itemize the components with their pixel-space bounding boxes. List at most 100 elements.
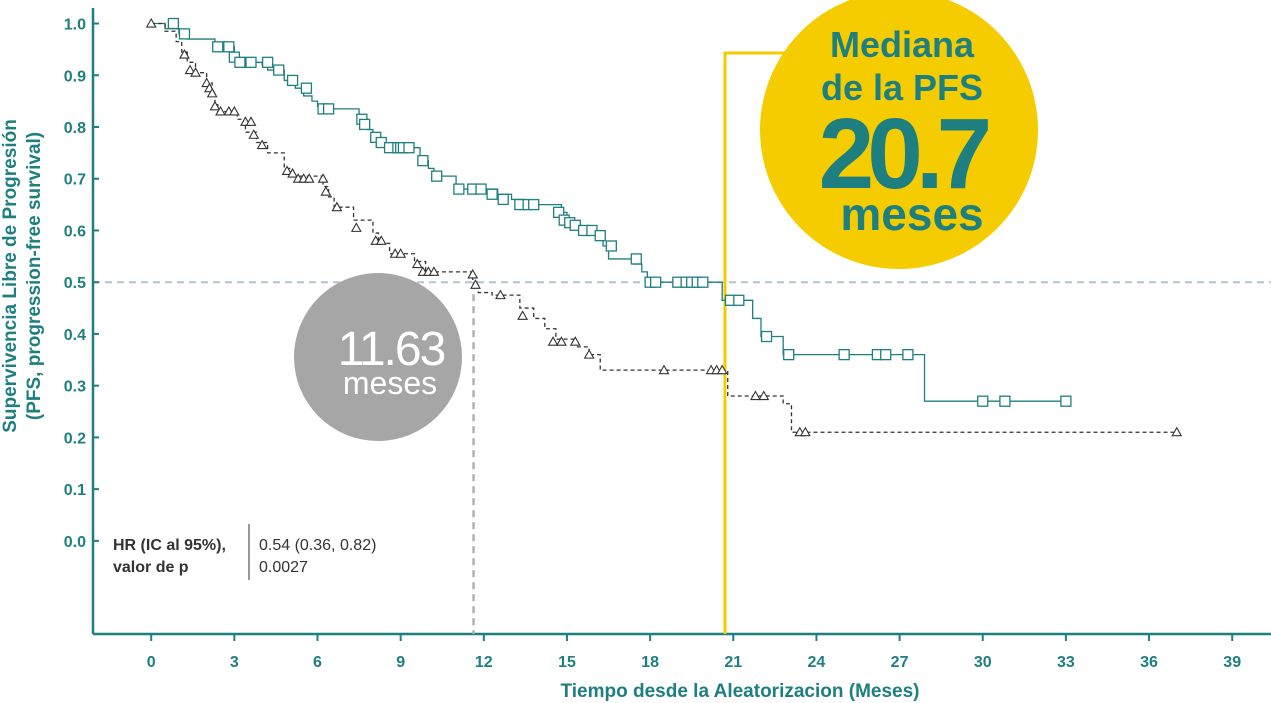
x-tick-label: 33 (1057, 654, 1075, 671)
censor-marker (350, 222, 362, 232)
hr-label-line2: valor de p (113, 559, 189, 576)
hr-value-line1: 0.54 (0.36, 0.82) (259, 537, 376, 554)
y-tick-label: 0.2 (64, 430, 86, 447)
censor-marker (555, 336, 567, 346)
x-tick-label: 6 (313, 654, 322, 671)
censor-marker (228, 105, 240, 116)
censor-marker (594, 229, 606, 242)
censor-marker (758, 390, 770, 401)
y-tick-label: 0.3 (64, 379, 86, 396)
x-tick-label: 18 (641, 654, 659, 671)
censor-marker (287, 167, 299, 178)
censor-marker (583, 349, 595, 359)
x-tick-label: 15 (558, 654, 576, 671)
censor-marker (783, 348, 795, 361)
y-axis-ticks: 1.0 0.9 0.8 0.7 0.6 0.5 0.4 0.3 0.2 0.1 0.0 (64, 17, 99, 551)
censor-marker (902, 348, 914, 361)
censor-marker (245, 56, 257, 68)
censor-marker (223, 41, 235, 53)
series-line (151, 22, 1177, 433)
censor-marker (838, 348, 850, 361)
treatment-median-line (723, 51, 805, 634)
censor-marker (733, 294, 745, 306)
censor-marker (320, 186, 332, 196)
y-tick-label: 1.0 (64, 17, 86, 34)
x-tick-label: 39 (1223, 654, 1241, 671)
censor-marker (167, 17, 180, 30)
hazard-ratio-box: HR (IC al 95%), valor de p 0.54 (0.36, 0… (113, 524, 376, 580)
censor-marker (716, 364, 728, 375)
censor-marker (178, 28, 191, 40)
censor-marker (234, 56, 246, 68)
hr-label-line1: HR (IC al 95%), (113, 537, 226, 554)
censor-marker (977, 395, 989, 407)
series-square (151, 17, 1072, 407)
censor-marker (417, 154, 429, 167)
x-tick-label: 3 (230, 654, 239, 671)
censor-marker (273, 64, 285, 76)
censor-marker (750, 390, 761, 401)
y-tick-label: 0.9 (64, 68, 86, 85)
censor-marker (428, 266, 440, 276)
censor-marker (403, 142, 415, 154)
y-tick-label: 0.0 (64, 534, 86, 551)
y-axis-title-line2: (PFS, progression-free survival) (24, 132, 45, 420)
censor-marker (145, 17, 157, 28)
control-median-circle (294, 273, 462, 441)
censor-marker (528, 198, 540, 211)
censor-marker (431, 170, 443, 182)
x-tick-label: 36 (1140, 654, 1158, 671)
y-axis-title-line1: Supervivencia Libre de Progresión (0, 119, 21, 433)
censor-marker (212, 41, 224, 53)
control-median-unit: meses (343, 365, 437, 401)
censor-marker (395, 248, 407, 258)
treatment-median-callout: Mediana de la PFS 20.7 meses (760, 0, 1038, 269)
censor-marker (411, 258, 423, 269)
censor-marker (658, 364, 670, 375)
y-tick-label: 0.4 (64, 327, 86, 344)
censor-marker (300, 82, 313, 94)
censor-marker (322, 103, 335, 115)
censor-marker (547, 336, 559, 346)
censor-marker (697, 276, 709, 288)
treatment-median-title-line1: Mediana (830, 24, 975, 65)
censor-marker (495, 289, 506, 300)
censor-marker (190, 67, 201, 77)
censor-marker (215, 105, 226, 116)
x-tick-label: 27 (891, 654, 909, 671)
y-tick-label: 0.5 (64, 275, 86, 292)
censor-marker (1171, 426, 1183, 437)
series-triangle (145, 17, 1183, 437)
y-tick-label: 0.8 (64, 120, 86, 137)
hr-value-line2: 0.0027 (259, 559, 308, 576)
censor-marker (517, 310, 529, 320)
y-tick-label: 0.7 (64, 172, 86, 189)
censor-marker (605, 240, 617, 252)
treatment-median-circle (760, 0, 1038, 269)
censor-marker (286, 74, 299, 87)
y-tick-label: 0.6 (64, 223, 86, 240)
x-axis-ticks: 0 3 6 9 12 15 18 21 24 27 30 33 36 39 (147, 634, 1241, 671)
treatment-median-value: 20.7 (819, 98, 989, 210)
series-layer (145, 17, 1183, 437)
control-median-value: 11.63 (338, 323, 445, 376)
censor-marker (453, 183, 465, 195)
x-tick-label: 12 (475, 654, 493, 671)
censor-marker (317, 173, 329, 183)
censor-marker (209, 100, 221, 111)
censor-marker (467, 268, 479, 279)
control-median-callout: 11.63 meses (294, 273, 462, 441)
censor-marker (303, 173, 315, 183)
x-tick-label: 24 (808, 654, 826, 671)
censor-marker (331, 201, 343, 212)
censor-marker (358, 118, 371, 131)
censor-marker (256, 139, 268, 150)
censor-marker (497, 193, 509, 206)
censor-marker (630, 253, 642, 265)
censor-marker (650, 276, 662, 288)
censor-marker (999, 395, 1011, 407)
x-axis-title: Tiempo desde la Aleatorizacion (Meses) (561, 681, 920, 702)
x-tick-label: 9 (396, 654, 405, 671)
censor-marker (799, 426, 811, 437)
